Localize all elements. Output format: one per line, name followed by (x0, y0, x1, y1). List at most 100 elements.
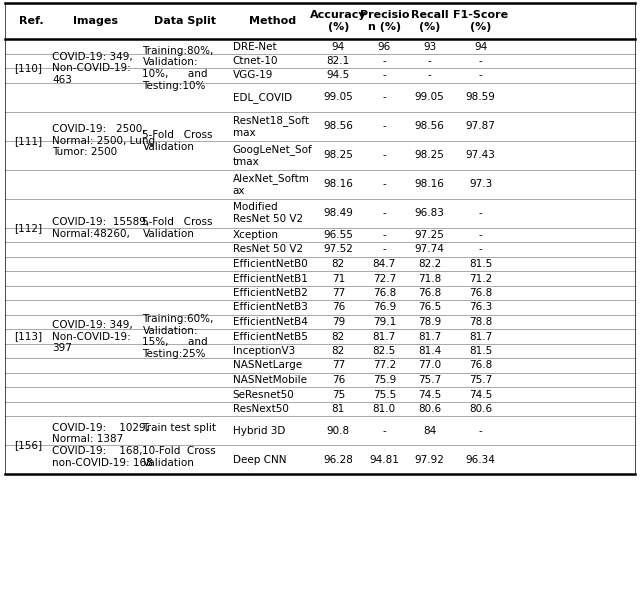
Text: EfficientNetB3: EfficientNetB3 (232, 303, 307, 313)
Text: 71: 71 (332, 273, 345, 283)
Text: 96.28: 96.28 (323, 455, 353, 465)
Text: 80.6: 80.6 (469, 404, 492, 414)
Text: 77.0: 77.0 (418, 360, 441, 370)
Text: 77.2: 77.2 (372, 360, 396, 370)
Text: 98.16: 98.16 (323, 179, 353, 189)
Text: 77: 77 (332, 360, 345, 370)
Text: -: - (479, 56, 483, 66)
Text: -: - (382, 56, 386, 66)
Text: 76.8: 76.8 (469, 360, 492, 370)
Text: -: - (479, 71, 483, 81)
Text: Train test split

10-Fold  Cross
Validation: Train test split 10-Fold Cross Validatio… (143, 423, 216, 468)
Text: 97.25: 97.25 (415, 230, 445, 240)
Text: -: - (382, 209, 386, 219)
Text: Images: Images (73, 16, 118, 26)
Text: 77: 77 (332, 288, 345, 298)
Text: 5-Fold   Cross
Validation: 5-Fold Cross Validation (143, 130, 213, 151)
Text: GoogLeNet_Sof
tmax: GoogLeNet_Sof tmax (232, 144, 312, 167)
Text: 71.8: 71.8 (418, 273, 441, 283)
Text: 76.8: 76.8 (418, 288, 441, 298)
Text: Precisio
n (%): Precisio n (%) (360, 11, 409, 32)
Text: -: - (382, 426, 386, 436)
Text: 76.3: 76.3 (469, 303, 492, 313)
Text: 94: 94 (474, 41, 487, 51)
Text: 98.16: 98.16 (415, 179, 445, 189)
Text: -: - (382, 179, 386, 189)
Text: 79: 79 (332, 317, 345, 327)
Text: -: - (479, 230, 483, 240)
Text: [112]: [112] (15, 223, 43, 233)
Text: -: - (382, 92, 386, 102)
Text: 76.5: 76.5 (418, 303, 441, 313)
Text: EDL_COVID: EDL_COVID (232, 92, 292, 102)
Text: NASNetLarge: NASNetLarge (232, 360, 301, 370)
Text: 94.81: 94.81 (369, 455, 399, 465)
Text: 82: 82 (332, 332, 345, 342)
Text: 97.87: 97.87 (466, 121, 495, 131)
Text: ResNext50: ResNext50 (232, 404, 289, 414)
Text: 97.43: 97.43 (466, 150, 495, 160)
Text: EfficientNetB2: EfficientNetB2 (232, 288, 307, 298)
Text: -: - (382, 244, 386, 254)
Text: Recall
(%): Recall (%) (411, 11, 449, 32)
Text: 78.9: 78.9 (418, 317, 441, 327)
Text: Modified
ResNet 50 V2: Modified ResNet 50 V2 (232, 203, 303, 224)
Text: 81.5: 81.5 (469, 259, 492, 269)
Text: 78.8: 78.8 (469, 317, 492, 327)
Text: 74.5: 74.5 (418, 389, 441, 399)
Text: 81: 81 (332, 404, 345, 414)
Text: [110]: [110] (15, 63, 42, 73)
Text: 75.7: 75.7 (418, 375, 441, 385)
Text: -: - (382, 150, 386, 160)
Text: SeResnet50: SeResnet50 (232, 389, 294, 399)
Text: -: - (428, 71, 431, 81)
Text: 81.0: 81.0 (372, 404, 396, 414)
Text: 90.8: 90.8 (326, 426, 350, 436)
Text: 84.7: 84.7 (372, 259, 396, 269)
Text: 82.2: 82.2 (418, 259, 441, 269)
Text: Hybrid 3D: Hybrid 3D (232, 426, 285, 436)
Text: 97.92: 97.92 (415, 455, 445, 465)
Text: 5-Fold   Cross
Validation: 5-Fold Cross Validation (143, 217, 213, 239)
Text: 81.5: 81.5 (469, 346, 492, 356)
Text: [113]: [113] (15, 332, 43, 342)
Text: 75: 75 (332, 389, 345, 399)
Text: 94: 94 (332, 41, 345, 51)
Text: Training:80%,
Validation:
10%,      and
Testing:10%: Training:80%, Validation: 10%, and Testi… (143, 46, 214, 91)
Text: EfficientNetB0: EfficientNetB0 (232, 259, 307, 269)
Text: -: - (479, 244, 483, 254)
Text: 81.7: 81.7 (469, 332, 492, 342)
Text: -: - (382, 230, 386, 240)
Text: 96.83: 96.83 (415, 209, 445, 219)
Text: -: - (479, 426, 483, 436)
Text: 79.1: 79.1 (372, 317, 396, 327)
Text: 97.74: 97.74 (415, 244, 445, 254)
Text: Training:60%,
Validation:
15%,      and
Testing:25%: Training:60%, Validation: 15%, and Testi… (143, 314, 214, 359)
Text: -: - (382, 121, 386, 131)
Text: 96.34: 96.34 (466, 455, 495, 465)
Text: 96: 96 (378, 41, 391, 51)
Text: 76: 76 (332, 303, 345, 313)
Text: EfficientNetB5: EfficientNetB5 (232, 332, 307, 342)
Text: -: - (479, 209, 483, 219)
Text: Ref.: Ref. (19, 16, 44, 26)
Text: 98.49: 98.49 (323, 209, 353, 219)
Text: ResNet 50 V2: ResNet 50 V2 (232, 244, 303, 254)
Text: 75.5: 75.5 (372, 389, 396, 399)
Text: 75.7: 75.7 (469, 375, 492, 385)
Text: NASNetMobile: NASNetMobile (232, 375, 307, 385)
Text: EfficientNetB1: EfficientNetB1 (232, 273, 307, 283)
Text: 82: 82 (332, 346, 345, 356)
Text: 80.6: 80.6 (418, 404, 441, 414)
Text: -: - (428, 56, 431, 66)
Text: EfficientNetB4: EfficientNetB4 (232, 317, 307, 327)
Text: VGG-19: VGG-19 (232, 71, 273, 81)
Text: 82.5: 82.5 (372, 346, 396, 356)
Text: 98.25: 98.25 (415, 150, 445, 160)
Text: [156]: [156] (15, 440, 43, 450)
Text: 94.5: 94.5 (326, 71, 350, 81)
Text: 76: 76 (332, 375, 345, 385)
Text: 93: 93 (423, 41, 436, 51)
Text: COVID-19:   2500,
Normal: 2500, Lung
Tumor: 2500: COVID-19: 2500, Normal: 2500, Lung Tumor… (52, 124, 156, 157)
Text: 76.8: 76.8 (469, 288, 492, 298)
